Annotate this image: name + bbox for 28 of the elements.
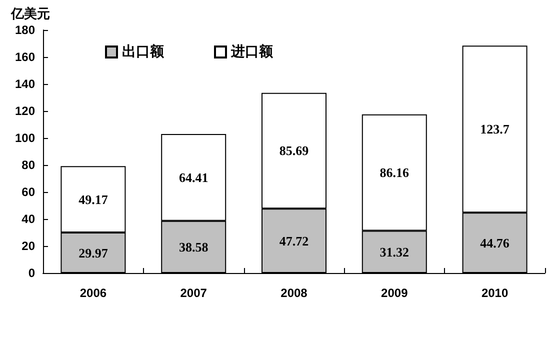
data-label: 49.17	[78, 192, 108, 207]
data-label: 64.41	[178, 170, 208, 185]
y-tick-label: 20	[22, 239, 36, 253]
y-tick-label: 0	[28, 266, 36, 280]
data-label: 38.58	[178, 239, 209, 254]
y-tick-label: 80	[22, 158, 36, 172]
x-tick-label: 2010	[481, 286, 508, 300]
y-tick-label: 180	[14, 23, 36, 37]
data-label: 86.16	[380, 165, 410, 180]
y-axis-title: 亿美元	[10, 6, 50, 22]
data-label: 44.76	[480, 235, 510, 250]
legend-label: 进口额	[230, 43, 274, 60]
x-tick-label: 2007	[180, 286, 208, 300]
legend-label: 出口额	[122, 43, 165, 60]
y-tick-label: 160	[14, 50, 36, 64]
data-label: 85.69	[279, 143, 310, 158]
y-tick-label: 100	[14, 131, 36, 145]
y-tick-label: 60	[22, 185, 36, 199]
y-tick-label: 140	[14, 77, 36, 91]
data-label: 29.97	[78, 245, 108, 260]
data-label: 31.32	[380, 244, 410, 260]
y-tick-label: 120	[14, 104, 36, 118]
data-label: 123.7	[480, 122, 510, 137]
y-tick-label: 40	[22, 212, 36, 226]
data-label: 47.72	[279, 233, 309, 248]
x-tick-label: 2008	[280, 286, 308, 300]
x-tick-label: 2006	[80, 286, 107, 300]
x-tick-label: 2009	[381, 286, 408, 300]
